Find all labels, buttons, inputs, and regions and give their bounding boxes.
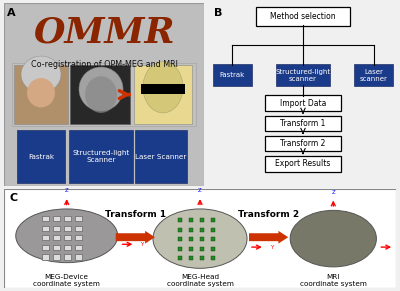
Text: Z: Z (65, 188, 68, 194)
FancyBboxPatch shape (42, 235, 49, 240)
Text: Y: Y (140, 242, 144, 247)
FancyBboxPatch shape (265, 95, 341, 111)
FancyBboxPatch shape (276, 64, 330, 86)
Ellipse shape (27, 78, 55, 107)
Text: Fastrak: Fastrak (28, 154, 54, 160)
FancyBboxPatch shape (53, 216, 60, 221)
FancyArrow shape (116, 231, 155, 244)
FancyBboxPatch shape (74, 245, 82, 250)
Text: Laser
scanner: Laser scanner (360, 69, 388, 82)
FancyBboxPatch shape (42, 216, 49, 221)
FancyBboxPatch shape (134, 65, 192, 124)
Text: C: C (10, 194, 18, 203)
Text: Export Results: Export Results (275, 159, 331, 168)
FancyBboxPatch shape (53, 254, 60, 260)
FancyBboxPatch shape (64, 216, 71, 221)
Ellipse shape (21, 56, 61, 93)
FancyBboxPatch shape (4, 189, 396, 288)
FancyBboxPatch shape (42, 226, 49, 231)
FancyBboxPatch shape (14, 65, 68, 124)
FancyBboxPatch shape (64, 235, 71, 240)
Text: Method selection: Method selection (270, 12, 336, 21)
Text: OMMR: OMMR (33, 16, 175, 50)
Text: Laser Scanner: Laser Scanner (135, 154, 187, 160)
FancyBboxPatch shape (74, 226, 82, 231)
FancyBboxPatch shape (135, 130, 187, 184)
FancyBboxPatch shape (69, 130, 133, 184)
FancyBboxPatch shape (53, 235, 60, 240)
Text: MEG-Head
coordinate system: MEG-Head coordinate system (166, 274, 234, 287)
Text: Fastrak: Fastrak (220, 72, 245, 78)
FancyBboxPatch shape (12, 63, 196, 126)
FancyBboxPatch shape (64, 254, 71, 260)
FancyBboxPatch shape (64, 226, 71, 231)
Text: A: A (7, 8, 16, 18)
Text: MRI
coordinate system: MRI coordinate system (300, 274, 367, 287)
FancyBboxPatch shape (213, 64, 252, 86)
Ellipse shape (153, 209, 247, 268)
Text: Import Data: Import Data (280, 99, 326, 108)
FancyBboxPatch shape (70, 65, 130, 124)
Text: Structured-light
Scanner: Structured-light Scanner (72, 150, 130, 164)
FancyBboxPatch shape (354, 64, 393, 86)
FancyBboxPatch shape (265, 116, 341, 131)
Text: Transform 1: Transform 1 (280, 119, 326, 128)
Text: Z: Z (198, 188, 202, 194)
Text: Structured-light
scanner: Structured-light scanner (276, 69, 330, 82)
FancyBboxPatch shape (265, 136, 341, 151)
FancyBboxPatch shape (74, 216, 82, 221)
FancyBboxPatch shape (42, 254, 49, 260)
FancyArrow shape (249, 231, 288, 244)
Ellipse shape (290, 210, 376, 267)
Text: Transform 1: Transform 1 (105, 210, 166, 219)
FancyBboxPatch shape (42, 245, 49, 250)
FancyBboxPatch shape (53, 245, 60, 250)
Ellipse shape (79, 67, 123, 111)
FancyBboxPatch shape (64, 245, 71, 250)
Text: Y: Y (399, 245, 400, 250)
Text: Y: Y (270, 245, 273, 250)
FancyBboxPatch shape (141, 84, 185, 94)
Text: Transform 2: Transform 2 (280, 139, 326, 148)
Text: B: B (214, 8, 222, 18)
Text: Co-registration of OPM-MEG and MRI: Co-registration of OPM-MEG and MRI (30, 60, 178, 69)
Text: Z: Z (332, 190, 335, 195)
FancyBboxPatch shape (256, 7, 350, 26)
Text: Transform 2: Transform 2 (238, 210, 299, 219)
Ellipse shape (85, 76, 117, 113)
FancyBboxPatch shape (74, 235, 82, 240)
Text: MEG-Device
coordinate system: MEG-Device coordinate system (33, 274, 100, 287)
FancyBboxPatch shape (53, 226, 60, 231)
Ellipse shape (16, 209, 118, 263)
FancyBboxPatch shape (4, 3, 204, 186)
FancyBboxPatch shape (74, 254, 82, 260)
Ellipse shape (143, 62, 183, 113)
FancyBboxPatch shape (17, 130, 65, 184)
FancyBboxPatch shape (265, 156, 341, 172)
